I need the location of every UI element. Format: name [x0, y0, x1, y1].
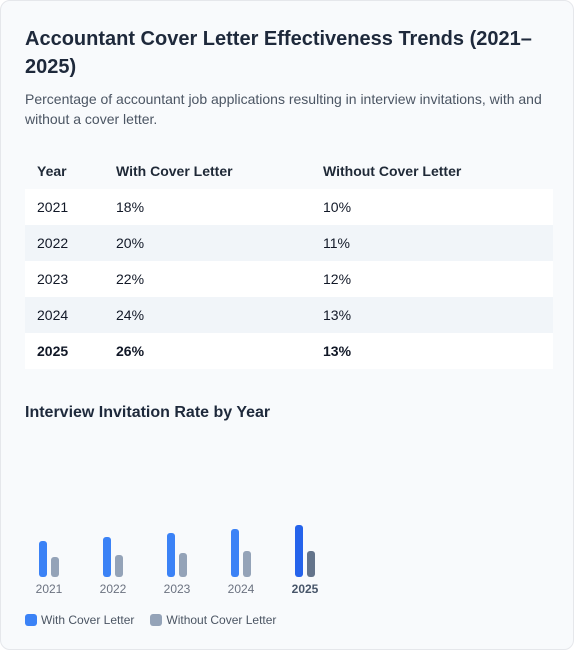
x-tick-label: 2024 [228, 582, 255, 596]
header-with-cover-letter: With Cover Letter [104, 153, 311, 189]
legend-item-with: With Cover Letter [25, 613, 134, 627]
legend-label-with: With Cover Letter [41, 613, 135, 627]
cell-with: 20% [104, 225, 311, 261]
bar-without-2024 [243, 551, 251, 577]
cell-year: 2022 [25, 225, 104, 261]
table-row: 2023 22% 12% [25, 261, 553, 297]
cell-year: 2021 [25, 189, 104, 225]
x-tick-label: 2022 [100, 582, 127, 596]
cell-year: 2025 [25, 333, 104, 369]
table-row-latest: 2025 26% 13% [25, 333, 553, 369]
bar-with-2023 [167, 533, 175, 577]
cell-with: 18% [104, 189, 311, 225]
table-row: 2024 24% 13% [25, 297, 553, 333]
cell-year: 2023 [25, 261, 104, 297]
x-tick-label: 2025 [292, 582, 319, 596]
page-subtitle: Percentage of accountant job application… [25, 91, 542, 127]
bar-without-2025 [307, 551, 315, 577]
chart-title: Interview Invitation Rate by Year [25, 404, 271, 421]
legend-swatch-with [25, 614, 37, 626]
bar-with-2021 [39, 541, 47, 577]
table-row: 2021 18% 10% [25, 189, 553, 225]
bar-without-2021 [51, 557, 59, 577]
cell-without: 13% [311, 297, 553, 333]
cell-without: 13% [311, 333, 553, 369]
cell-without: 11% [311, 225, 553, 261]
header-year: Year [25, 153, 104, 189]
chart-legend: With Cover Letter Without Cover Letter [25, 613, 292, 627]
page-title: Accountant Cover Letter Effectiveness Tr… [25, 28, 532, 78]
cell-with: 22% [104, 261, 311, 297]
bar-with-2022 [103, 537, 111, 577]
data-table: Year With Cover Letter Without Cover Let… [25, 153, 553, 369]
bar-chart: 2021 2022 2023 2024 2025 [36, 525, 319, 596]
cell-year: 2024 [25, 297, 104, 333]
cell-without: 12% [311, 261, 553, 297]
x-tick-label: 2023 [164, 582, 191, 596]
bar-without-2023 [179, 553, 187, 577]
cell-with: 26% [104, 333, 311, 369]
legend-item-without: Without Cover Letter [150, 613, 276, 627]
legend-label-without: Without Cover Letter [166, 613, 277, 627]
header-without-cover-letter: Without Cover Letter [311, 153, 553, 189]
legend-swatch-without [150, 614, 163, 626]
cell-with: 24% [104, 297, 311, 333]
table-header-row: Year With Cover Letter Without Cover Let… [25, 153, 553, 189]
bar-without-2022 [115, 555, 123, 577]
x-tick-label: 2021 [36, 582, 63, 596]
bar-with-2025 [295, 525, 303, 577]
bar-with-2024 [231, 529, 239, 577]
table-row: 2022 20% 11% [25, 225, 553, 261]
cell-without: 10% [311, 189, 553, 225]
